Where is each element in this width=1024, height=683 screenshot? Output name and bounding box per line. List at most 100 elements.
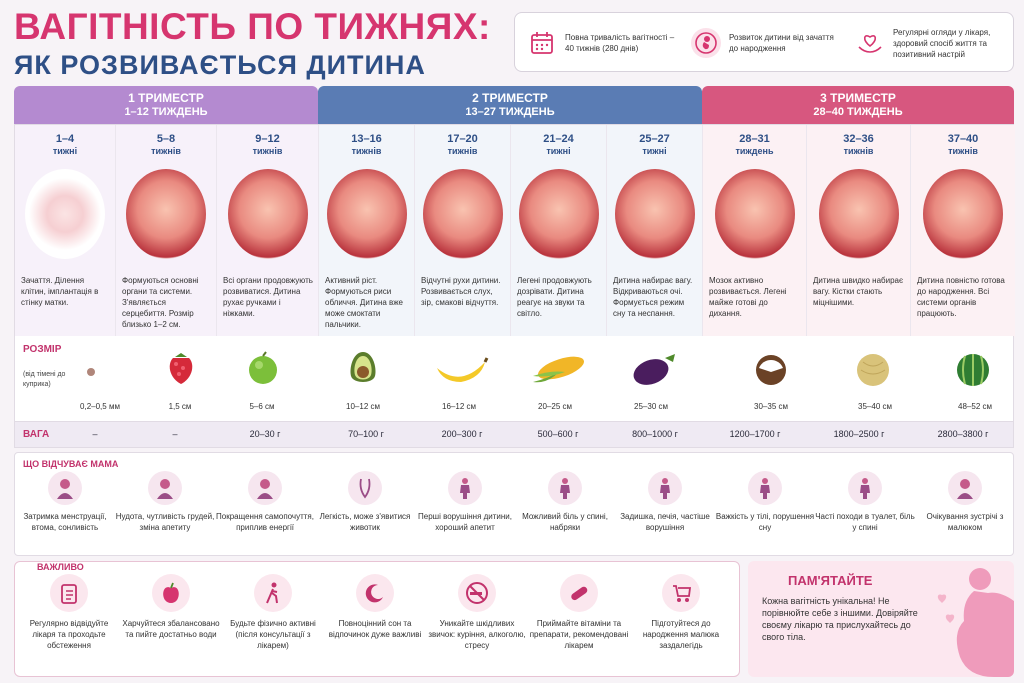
week-column: 17–20 тижнів Відчутні рухи дитини. Розвив… <box>415 125 511 337</box>
remember-box: ПАМ'ЯТАЙТЕ Кожна вагітність унікальна! Н… <box>748 561 1014 677</box>
mom-feel-item: Затримка менструації, втома, сонливість <box>15 471 115 533</box>
important-item: Будьте фізично активні (після консультац… <box>223 574 323 651</box>
mom-feel-item: Часті походи в туалет, біль у спині <box>815 471 915 533</box>
embryo-image <box>614 169 695 259</box>
avocado-icon <box>350 352 376 382</box>
week-column: 37–40 тижнів Дитина повністю готова до на… <box>911 125 1015 337</box>
mom-feel-item: Покращення самопочуття, приплив енергії <box>215 471 315 533</box>
raspberry-icon <box>169 353 193 384</box>
remember-title: ПАМ'ЯТАЙТЕ <box>788 573 873 588</box>
important-item: Харчуйтеся збалансовано та пийте достатн… <box>121 574 221 640</box>
mom-feel-item: Перші ворушіння дитини, хороший апетит <box>415 471 515 533</box>
embryo-image <box>518 169 599 259</box>
weight-value: 1800–2500 г <box>833 429 885 439</box>
embryo-image <box>818 169 899 259</box>
embryo-image <box>714 169 795 259</box>
info-duration: Повна тривалість вагітності – 40 тижнів … <box>527 13 687 73</box>
embryo-image <box>227 169 308 259</box>
embryo-image <box>25 169 105 259</box>
embryo-image <box>326 169 407 259</box>
pill-icon <box>560 574 598 612</box>
weight-value: – <box>92 429 98 439</box>
watermelon-icon <box>957 354 989 386</box>
weight-value: – <box>172 429 178 439</box>
woman-icon <box>948 471 982 505</box>
embryo-image <box>422 169 503 259</box>
week-column: 28–31 тиждень Мозок активно розвивається.… <box>703 125 807 337</box>
important-item: Підготуйтеся до народження малюка заздал… <box>631 574 731 651</box>
mom-feel-item: Задишка, печія, частіше ворушіння <box>615 471 715 533</box>
corn-icon <box>533 356 584 383</box>
pregnant-woman-icon <box>648 471 682 505</box>
page-title: ВАГІТНІСТЬ ПО ТИЖНЯХ: <box>14 6 491 47</box>
trimester-2-header: 2 ТРИМЕСТР 13–27 ТИЖДЕНЬ <box>318 86 702 124</box>
body-icon <box>348 471 382 505</box>
pregnant-woman-icon <box>548 471 582 505</box>
embryo-image <box>923 169 1003 259</box>
week-column: 9–12 тижнів Всі органи продовжують розвив… <box>217 125 319 337</box>
woman-icon <box>248 471 282 505</box>
clipboard-icon <box>50 574 88 612</box>
eggplant-icon <box>633 354 675 385</box>
weeks-grid: 1–4 тижні Зачаття. Ділення клітин, імплан… <box>14 124 1015 337</box>
melon-icon <box>857 354 889 386</box>
week-column: 5–8 тижнів Формуються основні органи та с… <box>116 125 217 337</box>
mom-feels-label: ЩО ВІДЧУВАЄ МАМА <box>23 459 119 469</box>
mom-feel-item: Можливий біль у спині, набряки <box>515 471 615 533</box>
weight-value: 800–1000 г <box>632 429 678 439</box>
woman-icon <box>148 471 182 505</box>
important-item: Регулярно відвідуйте лікаря та проходьте… <box>19 574 119 651</box>
stroller-icon <box>662 574 700 612</box>
week-column: 25–27 тижні Дитина набирає вагу. Відкрива… <box>607 125 703 337</box>
pregnant-silhouette-icon <box>937 568 1014 677</box>
trimester-1-header: 1 ТРИМЕСТР 1–12 ТИЖДЕНЬ <box>14 86 318 124</box>
important-item: Повноцінний сон та відпочинок дуже важли… <box>325 574 425 640</box>
page-subtitle: ЯК РОЗВИВАЄТЬСЯ ДИТИНА <box>14 50 426 80</box>
weight-row: ВАГА – – 20–30 г 70–100 г 200–300 г 500–… <box>14 422 1014 448</box>
weight-value: 200–300 г <box>441 429 483 439</box>
info-box: Повна тривалість вагітності – 40 тижнів … <box>514 12 1014 72</box>
week-column: 1–4 тижні Зачаття. Ділення клітин, імплан… <box>15 125 116 337</box>
weight-value: 2800–3800 г <box>937 429 989 439</box>
important-label: ВАЖЛИВО <box>33 562 88 572</box>
pregnant-woman-icon <box>848 471 882 505</box>
size-note: (від тімені до куприка) <box>23 371 66 388</box>
walking-icon <box>254 574 292 612</box>
weight-value: 20–30 г <box>249 429 281 439</box>
banana-icon <box>437 357 489 382</box>
important-item: Приймайте вітаміни та препарати, рекомен… <box>529 574 629 651</box>
remember-text: Кожна вагітність унікальна! Не порівнюйт… <box>762 596 918 642</box>
size-row: РОЗМІР (від тімені до куприка) 0,2–0,5 м… <box>14 336 1014 422</box>
no-smoking-icon <box>458 574 496 612</box>
mom-feel-item: Легкість, може з'явитися животик <box>315 471 415 533</box>
weight-value: 70–100 г <box>348 429 384 439</box>
important-section: ВАЖЛИВО Регулярно відвідуйте лікаря та п… <box>14 561 740 677</box>
week-column: 21–24 тижні Легені продовжують дозрівати.… <box>511 125 607 337</box>
heart-hands-icon <box>855 28 885 58</box>
calendar-icon <box>527 28 557 58</box>
apple-icon <box>152 574 190 612</box>
moon-icon <box>356 574 394 612</box>
week-column: 32–36 тижнів Дитина швидко набирає вагу. … <box>807 125 911 337</box>
mom-feels-section: ЩО ВІДЧУВАЄ МАМА Затримка менструації, в… <box>14 452 1014 556</box>
weight-label: ВАГА <box>23 429 50 440</box>
size-label: РОЗМІР <box>23 344 62 355</box>
pregnant-woman-icon <box>748 471 782 505</box>
mom-feel-item: Очікування зустрічі з малюком <box>915 471 1015 533</box>
info-checkups: Регулярні огляди у лікаря, здоровий спос… <box>855 13 1013 73</box>
week-column: 13–16 тижнів Активний ріст. Формуються ри… <box>319 125 415 337</box>
lime-icon <box>249 351 277 384</box>
embryo-image <box>126 169 206 259</box>
mom-feel-item: Важкість у тілі, порушення сну <box>715 471 815 533</box>
important-item: Уникайте шкідливих звичок: куріння, алко… <box>427 574 527 651</box>
fetus-icon <box>691 28 721 58</box>
woman-icon <box>48 471 82 505</box>
mom-feel-item: Нудота, чутливість грудей, зміна апетиту <box>115 471 215 533</box>
trimester-3-header: 3 ТРИМЕСТР 28–40 ТИЖДЕНЬ <box>702 86 1014 124</box>
pregnant-woman-icon <box>448 471 482 505</box>
coconut-icon <box>756 355 786 385</box>
weight-value: 1200–1700 г <box>729 429 781 439</box>
poppy-seed-icon <box>87 368 95 376</box>
info-development: Розвиток дитини від зачаття до народженн… <box>691 13 851 73</box>
weight-value: 500–600 г <box>537 429 579 439</box>
